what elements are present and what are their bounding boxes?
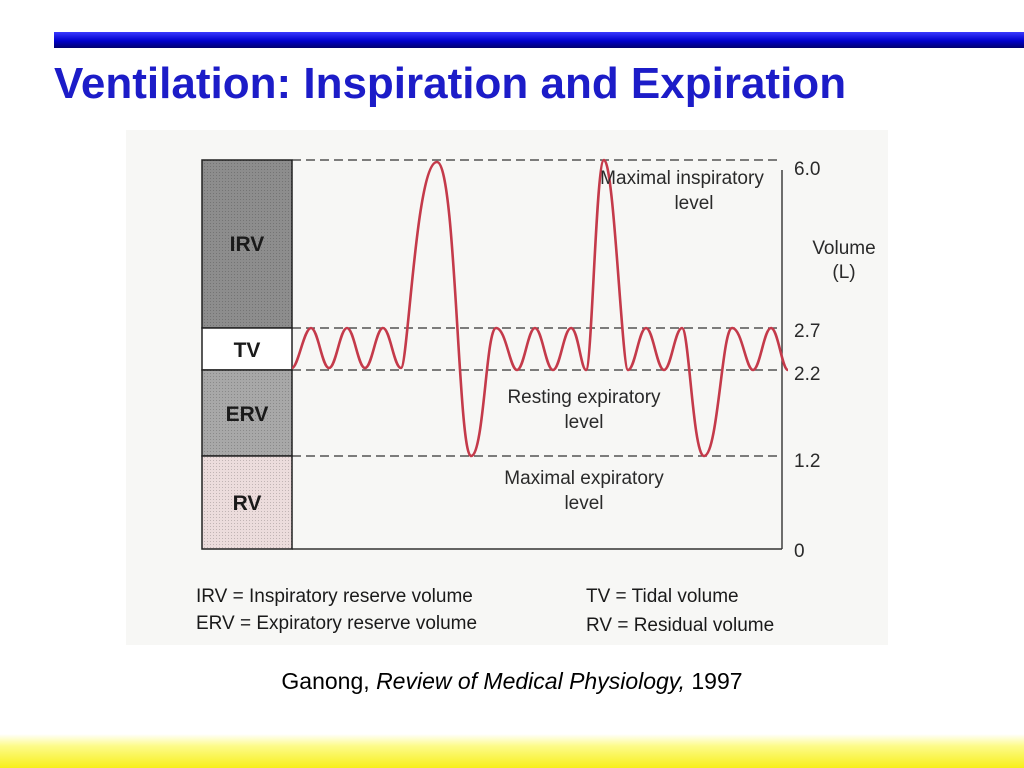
top-accent-bar (54, 32, 1024, 48)
box-erv: ERV (201, 369, 293, 457)
legend-tv: TV = Tidal volume (586, 586, 739, 607)
box-erv-texture (202, 370, 292, 456)
axis-title-unit: (L) (832, 262, 855, 283)
box-tv: TV (201, 327, 293, 371)
box-tv-label: TV (234, 339, 261, 362)
tick-label-1-2: 1.2 (794, 451, 820, 472)
annotation-resting-expiratory-1: Resting expiratory (507, 387, 661, 408)
box-rv-label: RV (233, 492, 262, 515)
box-erv-label: ERV (226, 403, 269, 426)
annotation-max-expiratory-2: level (564, 493, 603, 514)
lung-volume-figure: IRV TV ERV RV 6.0 2.7 2.2 1.2 0 Volume (… (126, 130, 888, 645)
bottom-accent-bar (0, 734, 1024, 768)
box-tv-fill (201, 327, 293, 371)
box-rv-texture (202, 456, 292, 549)
box-irv-label: IRV (230, 233, 265, 256)
volume-trace (290, 158, 790, 458)
tick-label-2-7: 2.7 (794, 321, 820, 342)
legend-rv: RV = Residual volume (586, 615, 774, 636)
box-irv: IRV (201, 159, 293, 329)
legend-erv: ERV = Expiratory reserve volume (196, 613, 477, 634)
citation: Ganong, Review of Medical Physiology, 19… (0, 668, 1024, 695)
tick-label-2-2: 2.2 (794, 364, 820, 385)
slide-title: Ventilation: Inspiration and Expiration (54, 59, 847, 108)
citation-work: Review of Medical Physiology, (376, 668, 685, 694)
citation-year: 1997 (685, 668, 743, 694)
lung-volume-diagram: IRV TV ERV RV 6.0 2.7 2.2 1.2 0 Volume (… (196, 158, 876, 636)
box-rv: RV (201, 455, 293, 550)
tick-label-6-0: 6.0 (794, 159, 820, 180)
box-irv-texture (202, 160, 292, 328)
annotation-max-expiratory-1: Maximal expiratory (504, 468, 664, 489)
annotation-resting-expiratory-2: level (564, 412, 603, 433)
citation-author: Ganong, (281, 668, 377, 694)
tick-label-0: 0 (794, 541, 805, 562)
annotation-max-inspiratory-1: Maximal inspiratory (600, 168, 764, 189)
annotation-max-inspiratory-2: level (674, 193, 713, 214)
legend-irv: IRV = Inspiratory reserve volume (196, 586, 473, 607)
axis-title-volume: Volume (812, 238, 875, 259)
